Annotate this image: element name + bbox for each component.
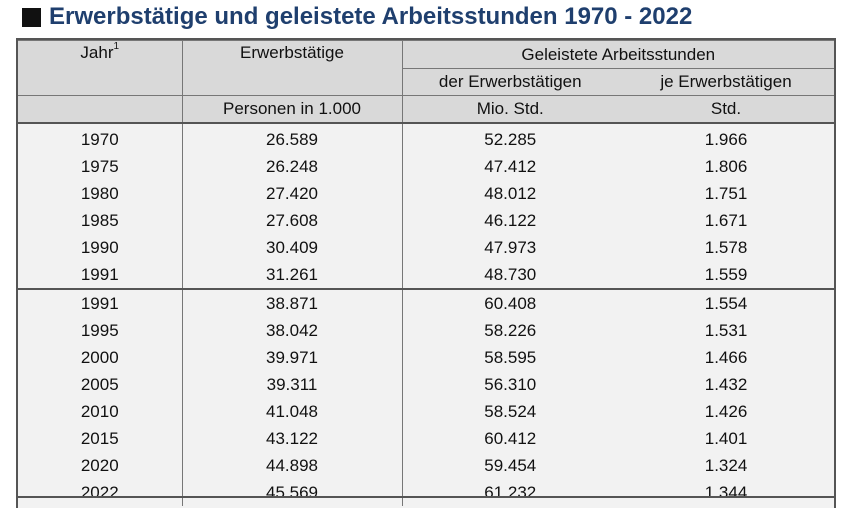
cell-std: 1.559 xyxy=(704,264,748,284)
cell-jahr: 2015 xyxy=(80,428,119,448)
cell-erwerbstaetige: 27.420 xyxy=(181,180,402,207)
header-unit-jahr xyxy=(18,95,183,124)
cell-erwerbstaetige: 39.971 xyxy=(181,344,402,371)
table-row: 2000 39.971 58.595 1.466 xyxy=(18,344,834,371)
table-row: 1990 30.409 47.973 1.578 xyxy=(18,234,834,261)
cell-mio-std: 47.973 xyxy=(401,234,618,261)
cell-erwerbstaetige: 26.248 xyxy=(181,153,402,180)
cell-jahr: 2020 xyxy=(80,455,119,475)
table-row: 2010 41.048 58.524 1.426 xyxy=(18,398,834,425)
cell-std: 1.324 xyxy=(704,455,748,475)
cell-jahr: 2005 xyxy=(80,374,119,394)
cell-erwerbstaetige: 30.409 xyxy=(181,234,402,261)
table-row: 2005 39.311 56.310 1.432 xyxy=(18,371,834,398)
table-row: 1970 26.589 52.285 1.966 xyxy=(18,122,835,153)
cell-jahr: 1985 xyxy=(80,210,119,230)
table-row: 2015 43.122 60.412 1.401 xyxy=(18,425,834,452)
cell-erwerbstaetige: 27.608 xyxy=(181,207,402,234)
cell-erwerbstaetige: 45.569 xyxy=(181,479,402,506)
table-row: 1985 27.608 46.122 1.671 xyxy=(18,207,834,234)
cell-std: 1.578 xyxy=(704,237,748,257)
title-text: Erwerbstätige und geleistete Arbeitsstun… xyxy=(49,3,693,30)
table-row: 1995 38.042 58.226 1.531 xyxy=(18,317,834,344)
header-unit-personen: Personen in 1.000 xyxy=(181,95,403,124)
cell-std: 1.751 xyxy=(704,183,748,203)
cell-mio-std: 47.412 xyxy=(401,153,618,180)
header-jahr: Jahr1 xyxy=(18,40,183,96)
cell-mio-std: 58.226 xyxy=(401,317,618,344)
cell-mio-std: 48.730 xyxy=(401,261,618,289)
cell-jahr: 1995 xyxy=(80,320,119,340)
footnote-marker: 1 xyxy=(113,41,120,52)
cell-std: 1.344 xyxy=(704,482,748,502)
cell-mio-std: 46.122 xyxy=(401,207,618,234)
cell-jahr: 2022 xyxy=(80,482,119,502)
header-erwerbstaetige: Erwerbstätige xyxy=(181,40,403,96)
cell-std: 1.401 xyxy=(704,428,748,448)
cell-std: 1.554 xyxy=(618,288,835,317)
cell-erwerbstaetige: 31.261 xyxy=(181,261,402,289)
cell-std: 1.966 xyxy=(618,122,835,153)
cell-std: 1.671 xyxy=(704,210,748,230)
cell-erwerbstaetige: 38.871 xyxy=(181,288,402,317)
cell-jahr: 2000 xyxy=(80,347,119,367)
cell-jahr: 1991 xyxy=(80,264,119,284)
cell-jahr: 2010 xyxy=(80,401,119,421)
table-row: 1975 26.248 47.412 1.806 xyxy=(18,153,834,180)
table-row: 2022 45.569 61.232 1.344 xyxy=(18,479,834,506)
cell-mio-std: 56.310 xyxy=(401,371,618,398)
header-unit-std: Std. xyxy=(618,95,835,124)
cell-jahr: 1970 xyxy=(18,122,182,153)
cell-jahr: 1975 xyxy=(80,156,119,176)
table-bottom-divider xyxy=(16,496,836,498)
cell-mio-std: 58.524 xyxy=(401,398,618,425)
data-table-container: Jahr1 Erwerbstätige Geleistete Arbeitsst… xyxy=(16,38,836,508)
header-geleistete-arbeitsstunden: Geleistete Arbeitsstunden xyxy=(401,40,835,69)
cell-mio-std: 52.285 xyxy=(401,122,618,153)
cell-mio-std: 58.595 xyxy=(401,344,618,371)
cell-erwerbstaetige: 38.042 xyxy=(181,317,402,344)
cell-std: 1.531 xyxy=(704,320,748,340)
cell-jahr: 1991 xyxy=(18,288,182,317)
cell-jahr: 1990 xyxy=(80,237,119,257)
page-title: Erwerbstätige und geleistete Arbeitsstun… xyxy=(22,2,692,32)
header-je-erwerbstaetigen: je Erwerbstätigen xyxy=(618,68,835,96)
cell-std: 1.466 xyxy=(704,347,748,367)
cell-erwerbstaetige: 41.048 xyxy=(181,398,402,425)
header-der-erwerbstaetigen: der Erwerbstätigen xyxy=(401,68,618,96)
cell-std: 1.806 xyxy=(704,156,748,176)
cell-erwerbstaetige: 43.122 xyxy=(181,425,402,452)
cell-mio-std: 60.408 xyxy=(401,288,618,317)
cell-erwerbstaetige: 39.311 xyxy=(181,371,402,398)
table-row: 2020 44.898 59.454 1.324 xyxy=(18,452,834,479)
cell-mio-std: 48.012 xyxy=(401,180,618,207)
cell-mio-std: 59.454 xyxy=(401,452,618,479)
header-unit-mio-std: Mio. Std. xyxy=(401,95,618,124)
cell-jahr: 1980 xyxy=(80,183,119,203)
table-row: 1991 31.261 48.730 1.559 xyxy=(18,261,834,289)
cell-erwerbstaetige: 44.898 xyxy=(181,452,402,479)
cell-erwerbstaetige: 26.589 xyxy=(181,122,402,153)
cell-std: 1.432 xyxy=(704,374,748,394)
employment-hours-table: Jahr1 Erwerbstätige Geleistete Arbeitsst… xyxy=(18,40,835,506)
table-row: 1980 27.420 48.012 1.751 xyxy=(18,180,834,207)
cell-mio-std: 60.412 xyxy=(401,425,618,452)
cell-mio-std: 61.232 xyxy=(401,479,618,506)
title-bullet-square-icon xyxy=(22,7,41,27)
table-row: 1991 38.871 60.408 1.554 xyxy=(18,288,835,317)
cell-std: 1.426 xyxy=(704,401,748,421)
